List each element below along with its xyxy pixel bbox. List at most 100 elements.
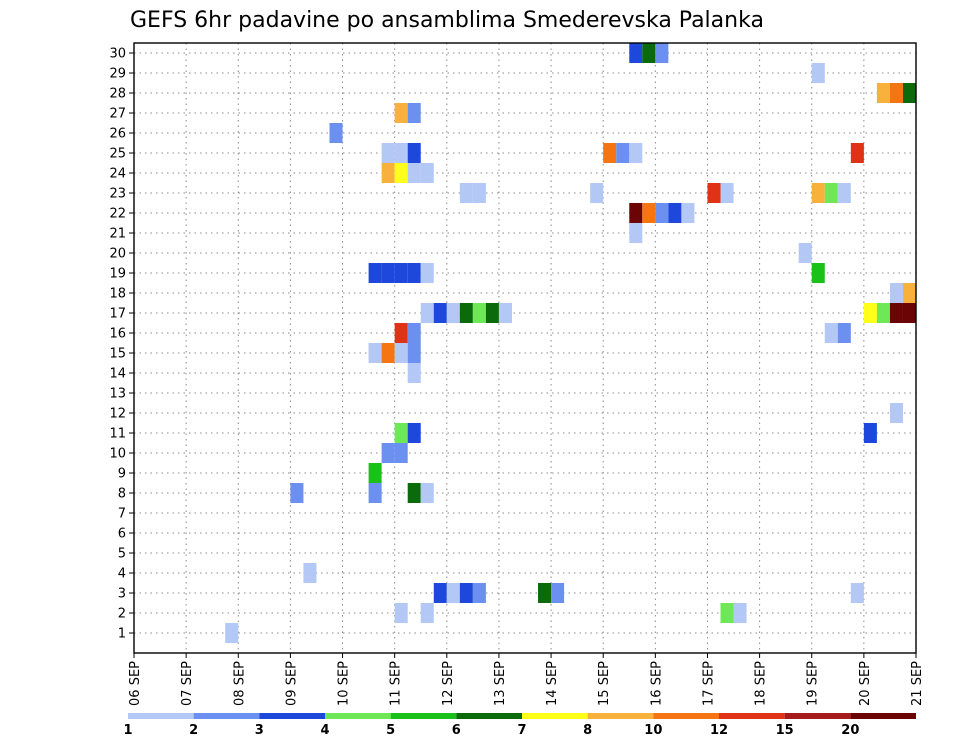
precip-cell (681, 203, 695, 223)
precip-cell (394, 103, 408, 123)
precip-cell (824, 183, 838, 203)
y-tick-label: 8 (118, 487, 126, 502)
y-tick-label: 30 (109, 47, 126, 62)
precip-cell (629, 43, 643, 63)
y-axis: 1234567891011121314151617181920212223242… (109, 47, 134, 642)
precip-cell (446, 303, 460, 323)
precip-cell (485, 303, 499, 323)
x-tick-label: 21 SEP (910, 661, 925, 706)
precip-cell (420, 603, 434, 623)
precip-cell (459, 183, 473, 203)
y-tick-label: 18 (109, 287, 126, 302)
y-tick-label: 6 (118, 527, 126, 542)
precip-cell (368, 343, 382, 363)
precip-cell (381, 263, 395, 283)
y-tick-label: 11 (109, 427, 126, 442)
precip-cell (655, 43, 669, 63)
y-tick-label: 5 (118, 547, 126, 562)
precip-cell (668, 203, 682, 223)
legend-label: 15 (776, 723, 794, 738)
y-tick-label: 3 (118, 587, 126, 602)
legend-swatch (193, 713, 260, 719)
precip-cell (798, 243, 812, 263)
precip-cell (616, 143, 630, 163)
grid-lines (134, 43, 916, 653)
chart-title: GEFS 6hr padavine po ansamblima Smederev… (130, 8, 764, 33)
legend-swatch (522, 713, 588, 719)
x-tick-label: 06 SEP (128, 661, 143, 706)
precip-cell (329, 123, 343, 143)
precip-cell (538, 583, 552, 603)
precip-cell (837, 183, 851, 203)
precip-cell (811, 183, 825, 203)
y-tick-label: 24 (109, 167, 126, 182)
y-tick-label: 2 (118, 607, 126, 622)
x-tick-label: 19 SEP (806, 661, 821, 706)
precip-cell (394, 263, 408, 283)
precip-cell (720, 183, 734, 203)
legend-swatch (850, 713, 916, 719)
precip-cell (811, 263, 825, 283)
precip-cell (902, 283, 916, 303)
precip-cell (707, 183, 721, 203)
precip-cell (433, 303, 447, 323)
legend-label: 5 (386, 723, 395, 738)
precip-cell (889, 303, 903, 323)
legend-label: 7 (517, 723, 526, 738)
precip-cell (407, 363, 421, 383)
precip-cell (394, 143, 408, 163)
plot-frame (133, 42, 917, 654)
x-tick-label: 18 SEP (754, 661, 769, 706)
legend-swatch (456, 713, 522, 719)
legend-swatch (719, 713, 785, 719)
y-tick-label: 1 (118, 627, 126, 642)
legend-label: 2 (189, 723, 198, 738)
precip-cell (850, 143, 864, 163)
precip-cell (407, 103, 421, 123)
precip-cell (876, 303, 890, 323)
y-tick-label: 19 (109, 267, 126, 282)
x-tick-label: 20 SEP (858, 661, 873, 706)
y-tick-label: 12 (109, 407, 126, 422)
y-tick-label: 27 (109, 107, 126, 122)
precip-cell (498, 303, 512, 323)
precip-cell (420, 163, 434, 183)
data-cells (225, 43, 916, 643)
y-tick-label: 7 (118, 507, 126, 522)
precip-cell (642, 43, 656, 63)
x-tick-label: 15 SEP (597, 661, 612, 706)
precip-cell (407, 343, 421, 363)
precip-cell (407, 263, 421, 283)
x-tick-label: 11 SEP (389, 661, 404, 706)
color-legend: 1 2 3 4 5 6 7 8 10 12 15 20 (123, 713, 916, 738)
precip-cell (420, 483, 434, 503)
y-tick-label: 28 (109, 87, 126, 102)
legend-swatch (390, 713, 457, 719)
precip-cell (394, 603, 408, 623)
precip-cell (863, 423, 877, 443)
precip-cell (876, 83, 890, 103)
precip-cell (551, 583, 565, 603)
precip-cell (381, 163, 395, 183)
y-tick-label: 23 (109, 187, 126, 202)
precip-cell (407, 323, 421, 343)
y-tick-label: 26 (109, 127, 126, 142)
precip-cell (420, 263, 434, 283)
precip-cell (590, 183, 604, 203)
legend-label: 12 (710, 723, 728, 738)
precip-cell (407, 143, 421, 163)
legend-label: 3 (255, 723, 264, 738)
x-tick-label: 10 SEP (337, 661, 352, 706)
precip-cell (368, 263, 382, 283)
x-tick-label: 08 SEP (232, 661, 247, 706)
legend-swatch (128, 713, 194, 719)
precip-cell (655, 203, 669, 223)
precip-cell (720, 603, 734, 623)
precip-cell (459, 303, 473, 323)
precip-cell (889, 83, 903, 103)
precip-cell (381, 143, 395, 163)
precip-cell (837, 323, 851, 343)
precip-cell (459, 583, 473, 603)
legend-label: 10 (644, 723, 662, 738)
